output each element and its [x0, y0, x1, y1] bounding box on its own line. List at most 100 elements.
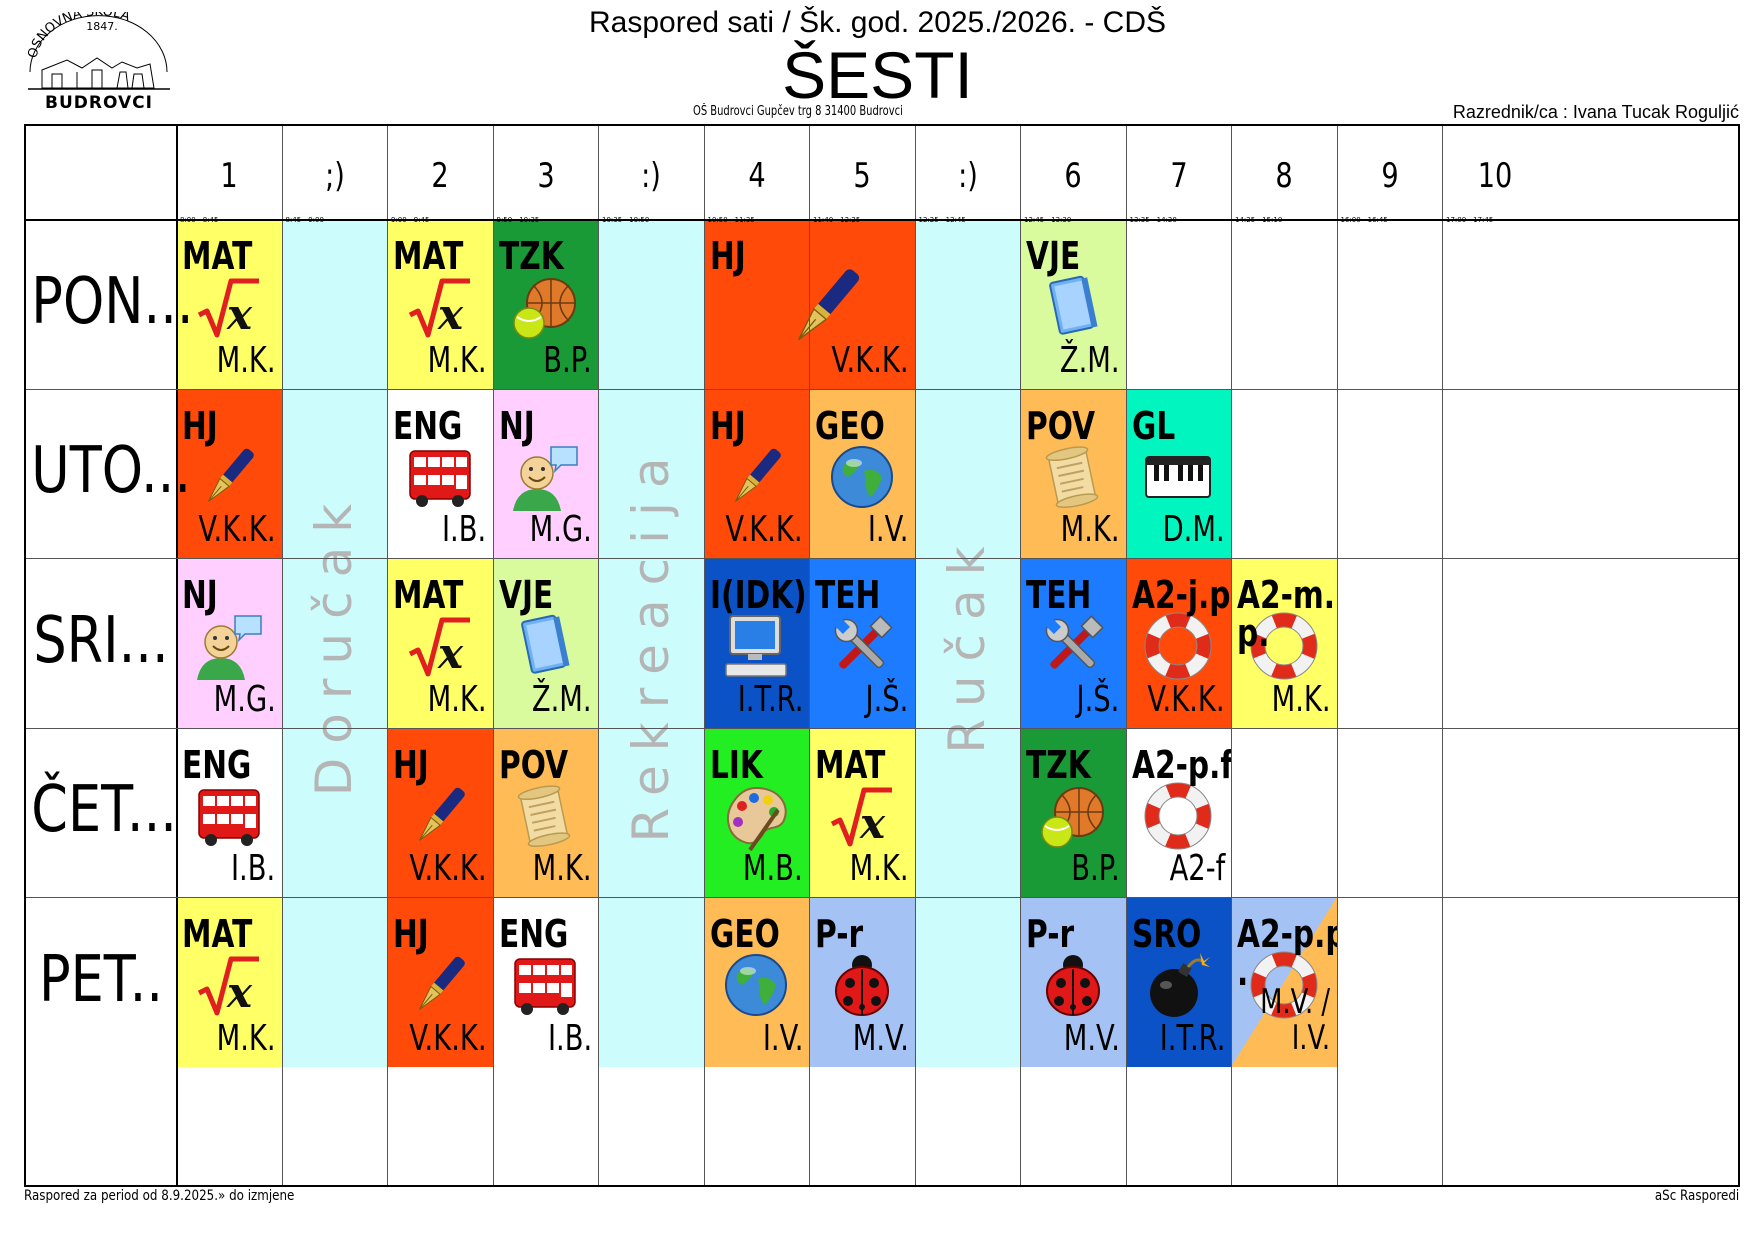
lesson-cell[interactable]: HJ V.K.K. [703, 388, 809, 558]
lesson-cell[interactable]: GEO I.V. [809, 388, 915, 558]
lesson-cell[interactable]: VJE Ž.M. [1020, 219, 1126, 389]
lesson-cell[interactable]: A2-p.p . M.V. / I.V. [1231, 897, 1337, 1067]
lesson-cell[interactable]: NJ M.G. [176, 558, 282, 728]
lesson-teacher: M.K. [533, 848, 592, 889]
lesson-cell[interactable]: SRO I.T.R. [1125, 897, 1231, 1067]
lesson-subject: HJ [709, 403, 746, 448]
period-number: 4 [747, 156, 766, 196]
lesson-teacher: M.V. [852, 1017, 909, 1059]
lesson-subject: MAT [393, 234, 464, 278]
lesson-teacher: I.T.R. [1159, 1017, 1225, 1059]
lesson-teacher: V.K.K. [831, 339, 909, 381]
lesson-teacher: M.G. [529, 509, 592, 550]
lesson-cell[interactable]: LIK M.B. [703, 727, 809, 897]
lesson-subject: GL [1131, 403, 1175, 448]
day-label: PET.. [39, 942, 163, 1017]
lesson-subject: TEH [1026, 573, 1092, 617]
lesson-cell[interactable]: ENG I.B. [492, 897, 598, 1067]
double-decker-bus-icon [509, 949, 581, 1021]
lesson-cell[interactable]: TZK B.P. [492, 219, 598, 389]
page-title: Raspored sati / Šk. god. 2025./2026. - C… [589, 6, 1166, 39]
lesson-teacher: M.K. [1060, 509, 1120, 550]
lesson-subject: TZK [498, 234, 564, 278]
grid-column-line [809, 126, 810, 1185]
period-number: ;) [324, 156, 345, 196]
piano-keys-icon [1142, 441, 1214, 513]
period-number: 2 [431, 156, 449, 196]
lesson-cell[interactable]: POV M.K. [1020, 388, 1126, 558]
lesson-teacher: I.V. [762, 1017, 803, 1059]
lesson-cell[interactable]: VJE Ž.M. [492, 558, 598, 728]
period-number: :) [641, 156, 661, 196]
sqrt-x-icon: x [404, 610, 476, 682]
lesson-cell[interactable]: ENG I.B. [387, 388, 493, 558]
grid-column-line [1020, 126, 1021, 1185]
grid-column-line [1442, 126, 1443, 1185]
break-band-rekreacija: Rekreacija [598, 219, 704, 1067]
lesson-teacher: I.B. [442, 509, 487, 550]
lesson-teacher: B.P. [543, 339, 592, 381]
lesson-cell[interactable]: GEO I.V. [703, 897, 809, 1067]
lesson-subject: NJ [182, 573, 218, 617]
sqrt-x-icon: x [193, 949, 265, 1021]
scroll-icon [509, 780, 581, 852]
lesson-subject: ENG [182, 742, 252, 787]
lesson-subject: P-r [815, 912, 864, 956]
lesson-cell[interactable]: POV M.K. [492, 727, 598, 897]
lesson-subject: ENG [393, 403, 463, 448]
lesson-cell[interactable]: x MAT M.K. [809, 727, 915, 897]
double-decker-bus-icon [404, 441, 476, 513]
tools-icon [826, 610, 898, 682]
lesson-cell[interactable]: TEH J.Š. [1020, 558, 1126, 728]
svg-text:x: x [226, 290, 253, 339]
lesson-subject: SRO [1131, 912, 1201, 956]
lesson-cell[interactable]: GL D.M. [1125, 388, 1231, 558]
lesson-cell[interactable]: x MAT M.K. [387, 558, 493, 728]
timetable-grid: Doručak Rekreacija Ručak x MAT M.K. x MAT M.K. TZ… [24, 124, 1740, 1187]
lesson-cell[interactable]: TZK B.P. [1020, 727, 1126, 897]
lesson-cell[interactable]: HJ V.K.K. [387, 897, 493, 1067]
lesson-cell[interactable]: NJ M.G. [492, 388, 598, 558]
lesson-cell[interactable]: ENG I.B. [176, 727, 282, 897]
lesson-cell[interactable]: P-r M.V. [1020, 897, 1126, 1067]
grid-column-line [1125, 126, 1127, 1185]
logo-year: 1847. [86, 20, 118, 33]
sqrt-x-icon: x [193, 271, 265, 343]
lesson-teacher: V.K.K. [409, 1017, 487, 1059]
lesson-subject: TEH [815, 573, 881, 617]
lesson-subject: POV [498, 742, 568, 787]
bomb-icon [1142, 949, 1214, 1021]
book-icon [1037, 271, 1109, 343]
logo-name: BUDROVCI [45, 93, 153, 113]
day-label: PON... [31, 264, 194, 339]
scroll-icon [1037, 441, 1109, 513]
lesson-cell[interactable]: A2-j.p. V.K.K. [1125, 558, 1231, 728]
lesson-cell[interactable]: A2-p.f. A2-f [1125, 727, 1231, 897]
speaking-person-icon [509, 441, 581, 513]
period-number: :) [957, 156, 978, 196]
lesson-subject: VJE [1026, 234, 1081, 278]
grid-row-line [26, 727, 1738, 729]
lesson-cell[interactable]: TEH J.Š. [809, 558, 915, 728]
globe-icon [826, 441, 898, 513]
lesson-teacher: M.G. [213, 678, 276, 720]
lesson-cell[interactable]: I(IDK) I.T.R. [703, 558, 809, 728]
lesson-cell[interactable]: HJ V.K.K. [387, 727, 493, 897]
lesson-cell[interactable]: x MAT M.K. [387, 219, 493, 389]
lifebuoy-icon [1142, 610, 1214, 682]
lesson-teacher: M.K. [216, 1017, 276, 1059]
lesson-cell[interactable]: P-r M.V. [809, 897, 915, 1067]
lesson-subject: A2-m. p. [1237, 573, 1336, 655]
ladybug-icon [1037, 949, 1109, 1021]
break-label: Ručak [938, 532, 997, 754]
lesson-cell[interactable]: HJ V.K.K. [176, 388, 282, 558]
lesson-cell[interactable]: A2-m. p. M.K. [1231, 558, 1337, 728]
lesson-subject: P-r [1026, 912, 1075, 956]
lesson-teacher: V.K.K. [725, 509, 803, 550]
lesson-cell[interactable]: x MAT M.K. [176, 897, 282, 1067]
period-number: 1 [220, 156, 238, 196]
svg-text:x: x [437, 290, 464, 339]
lesson-cell[interactable]: x MAT M.K. [176, 219, 282, 389]
break-band-doručak: Doručak [281, 219, 387, 1067]
lesson-teacher: J.Š. [1076, 678, 1120, 720]
